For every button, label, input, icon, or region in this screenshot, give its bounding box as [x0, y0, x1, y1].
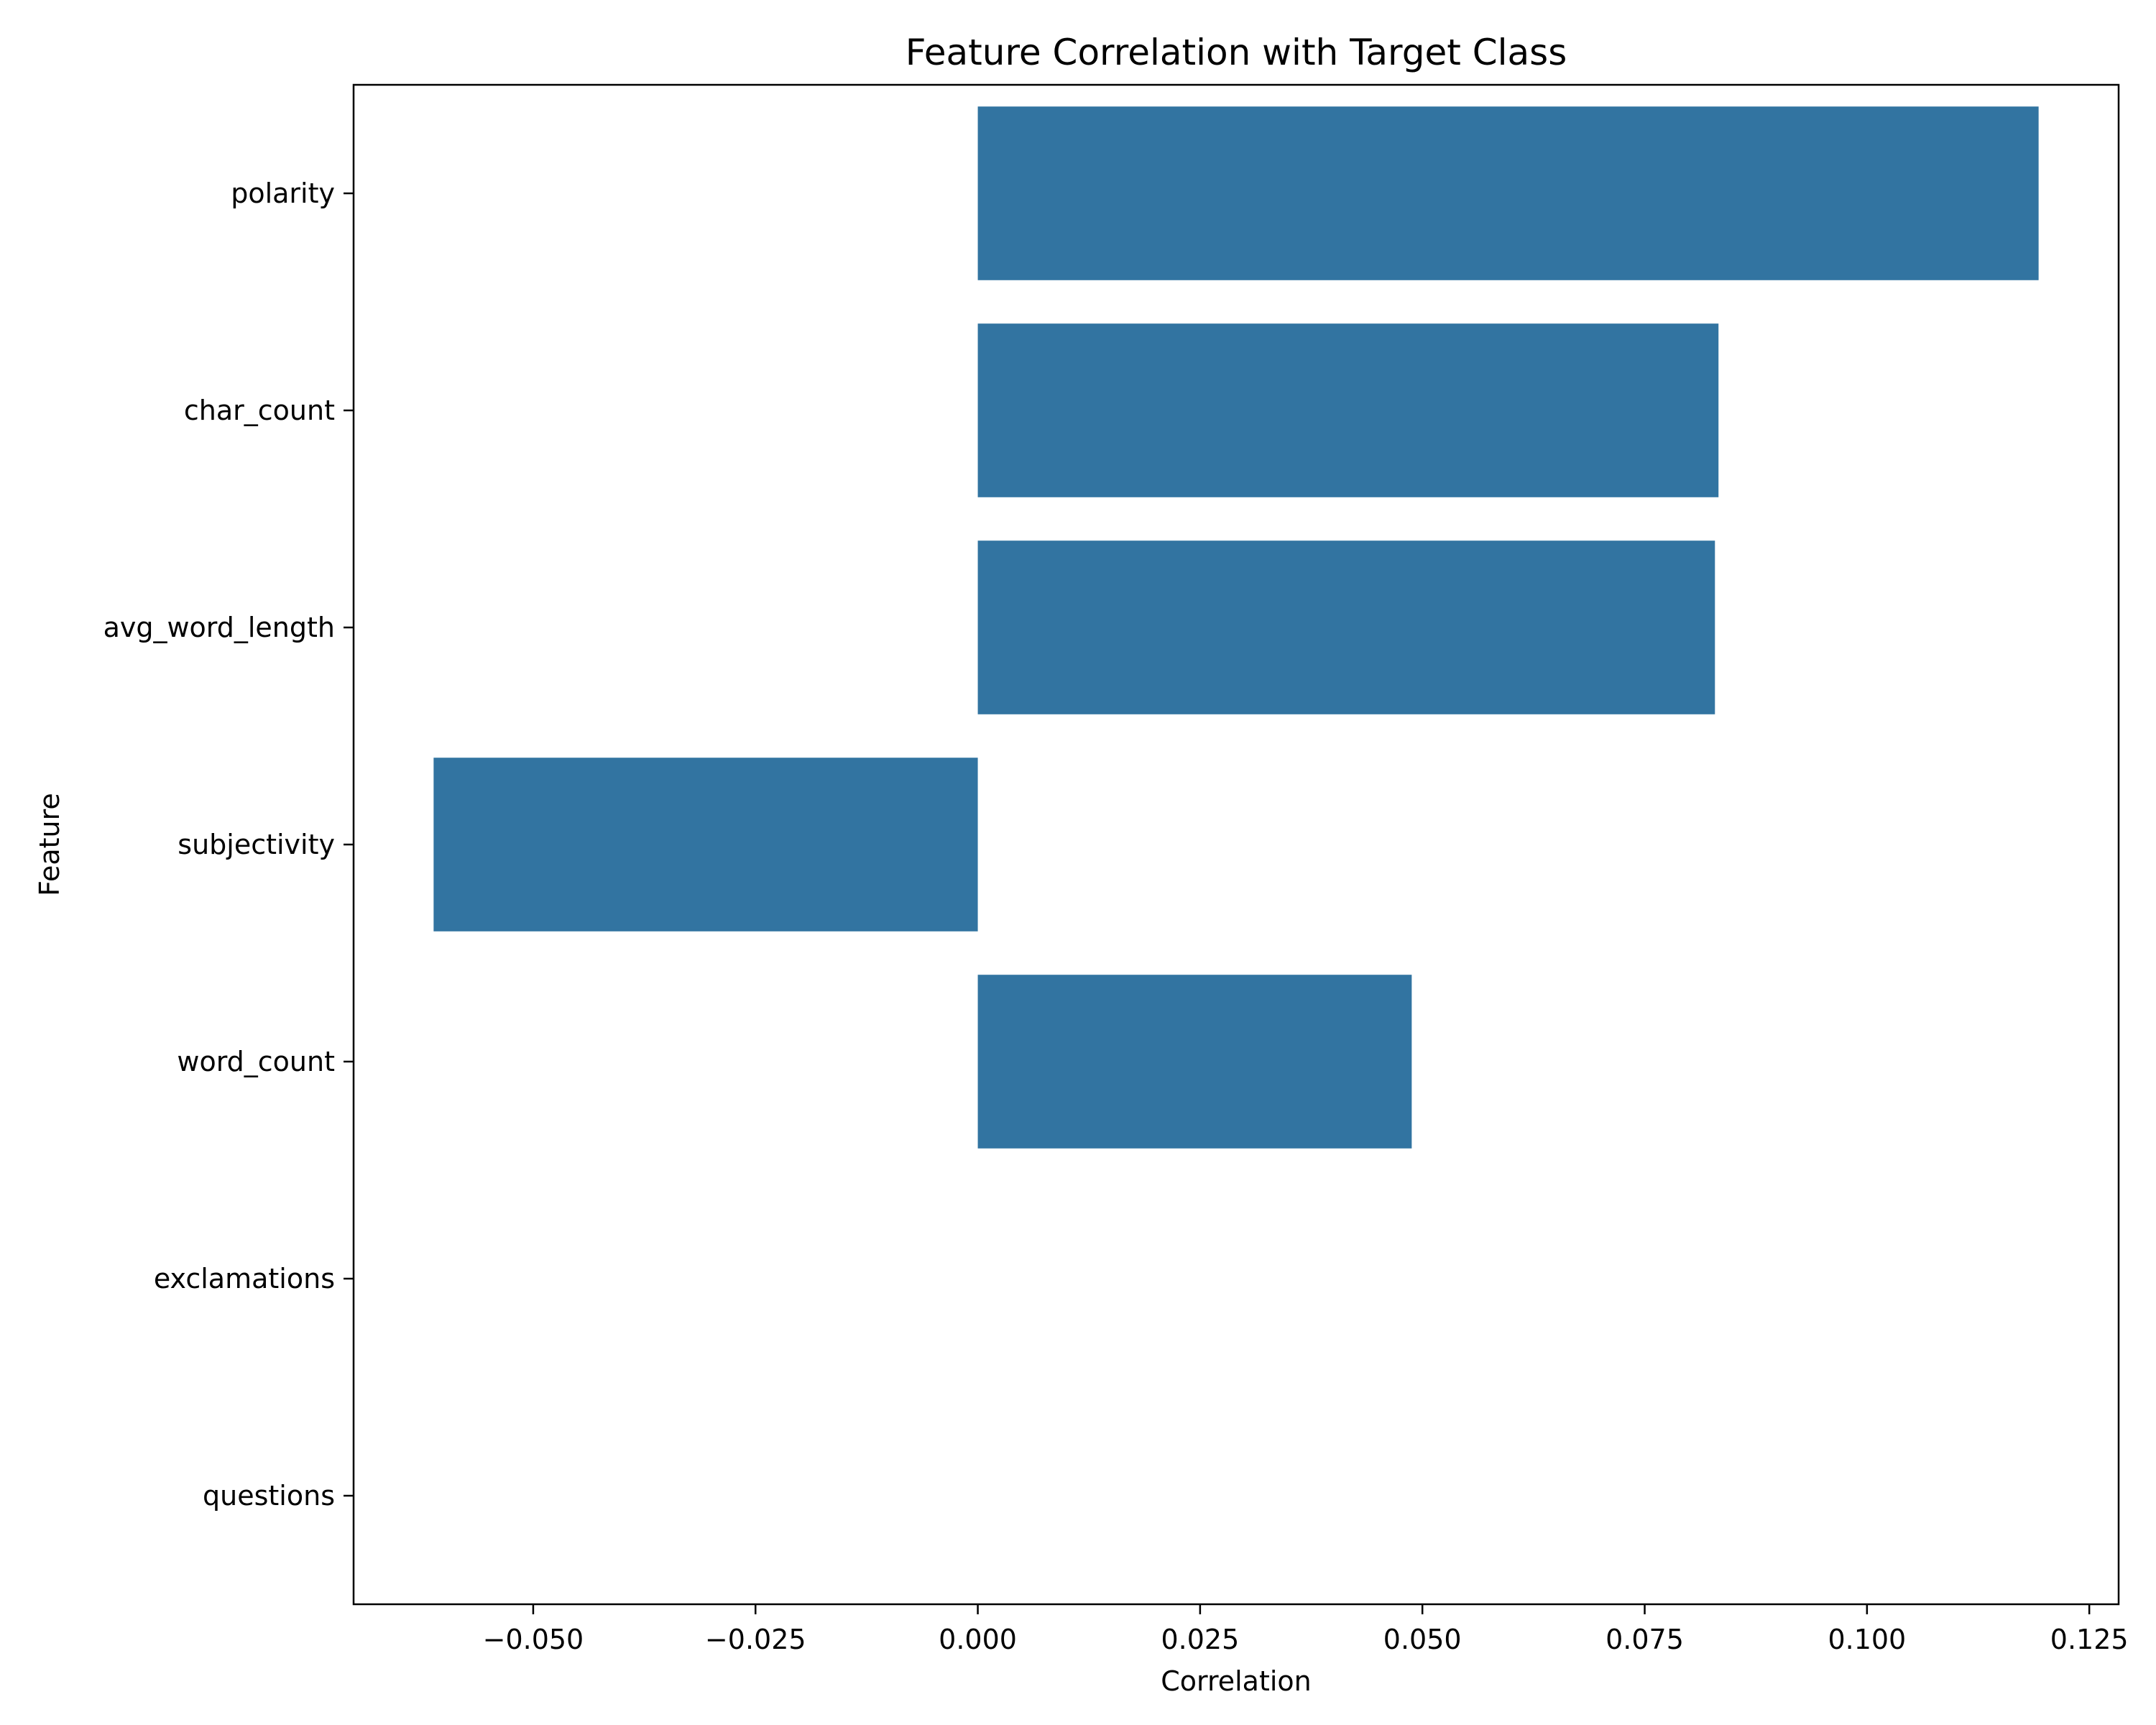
x-tick-label: 0.025 [1161, 1624, 1239, 1655]
x-tick-label: 0.000 [939, 1624, 1017, 1655]
y-tick-label: char_count [184, 395, 335, 426]
y-tick-label: subjectivity [178, 829, 335, 860]
y-tick-label: questions [203, 1480, 335, 1512]
bar-word-count [977, 975, 1412, 1149]
x-tick-label: −0.025 [705, 1624, 806, 1655]
x-tick-label: 0.125 [2050, 1624, 2129, 1655]
bar-subjectivity [433, 758, 978, 932]
x-axis-label: Correlation [1161, 1665, 1312, 1697]
bar-char-count [977, 323, 1719, 497]
plot-frame [352, 83, 2120, 1606]
bars-layer [433, 106, 2039, 1149]
y-tick-label: exclamations [154, 1263, 335, 1294]
x-tick-label: 0.050 [1383, 1624, 1462, 1655]
bar-polarity [977, 106, 2039, 280]
x-tick-label: 0.075 [1606, 1624, 1684, 1655]
chart-title: Feature Correlation with Target Class [906, 32, 1567, 73]
y-axis-ticks: polarity char_count avg_word_lengthsubject… [103, 178, 354, 1512]
y-tick-label: word_count [177, 1046, 335, 1077]
x-tick-label: 0.100 [1828, 1624, 1906, 1655]
x-tick-label: −0.050 [483, 1624, 584, 1655]
bar-avg-word-length [977, 540, 1715, 714]
x-axis-ticks: −0.050 −0.025 0.000 0.025 0.050 0.075 0.100 0.1… [483, 1604, 2129, 1655]
y-axis-label: Feature [34, 793, 65, 896]
y-tick-label: avg_word_length [103, 612, 335, 643]
y-tick-label: polarity [231, 178, 335, 209]
